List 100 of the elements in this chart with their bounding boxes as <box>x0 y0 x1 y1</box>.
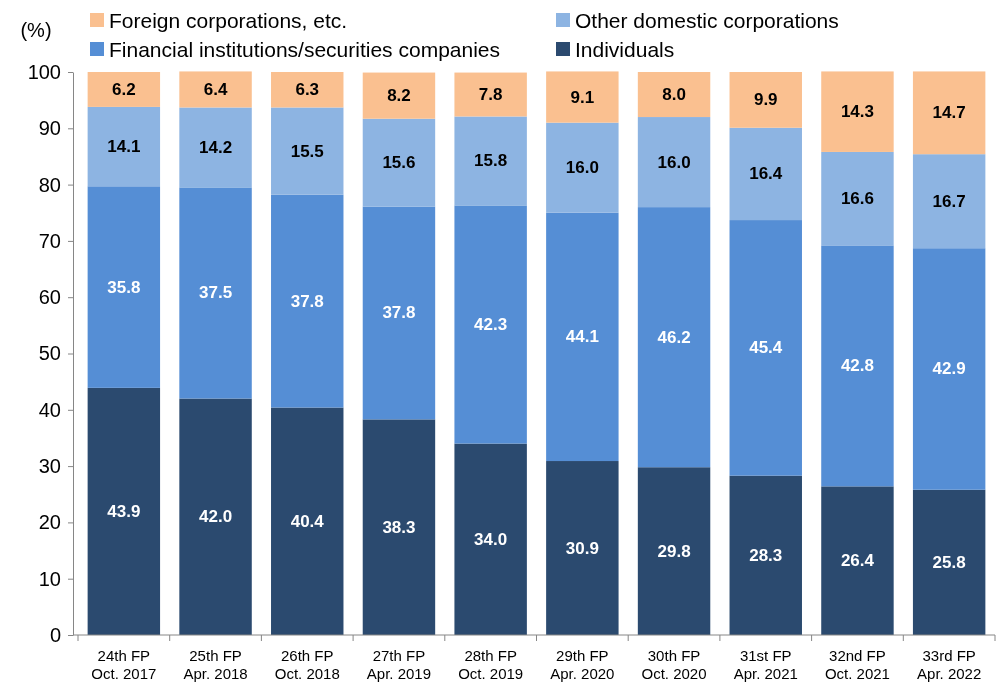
legend-label: Financial institutions/securities companies <box>109 37 501 61</box>
bar <box>87 72 161 107</box>
data-label: 42.9 <box>932 359 966 379</box>
data-label: 28.3 <box>749 545 783 565</box>
y-tick-label: 10 <box>38 567 61 590</box>
bar <box>362 72 436 119</box>
bar <box>912 489 986 635</box>
bar <box>179 71 252 108</box>
y-tick-label: 90 <box>38 117 61 140</box>
data-label: 6.3 <box>295 80 320 100</box>
bar <box>87 186 161 388</box>
x-tick-label: 33rd FP Apr. 2022 <box>917 647 982 682</box>
data-label: 9.9 <box>753 90 778 110</box>
bar <box>454 205 527 444</box>
data-label: 9.1 <box>570 87 595 107</box>
bar <box>729 127 802 221</box>
x-tick-label: 25th FP Apr. 2018 <box>183 647 248 682</box>
data-label: 34.0 <box>474 529 508 549</box>
bar <box>271 107 344 195</box>
legend-label: Individuals <box>575 37 675 61</box>
data-label: 15.6 <box>382 153 416 173</box>
y-tick-label: 30 <box>38 455 61 477</box>
x-tick-label: 31st FP Apr. 2021 <box>733 647 798 682</box>
y-tick-label: 60 <box>38 286 61 309</box>
data-label: 8.0 <box>662 85 686 105</box>
data-label: 42.0 <box>199 507 233 527</box>
bar <box>546 461 619 635</box>
y-tick-label: 0 <box>49 623 61 646</box>
data-label: 16.7 <box>932 191 966 211</box>
data-label: 14.2 <box>199 137 233 157</box>
data-label: 25.8 <box>932 552 966 572</box>
data-label: 15.8 <box>474 151 508 171</box>
data-label: 42.3 <box>474 315 508 335</box>
bar <box>454 443 527 635</box>
bar <box>637 467 711 635</box>
bar <box>271 407 344 635</box>
x-tick-label: 26th FP Oct. 2018 <box>274 647 340 682</box>
data-label: 16.6 <box>840 189 874 209</box>
data-label: 14.3 <box>840 102 874 122</box>
bar <box>454 72 527 117</box>
bar <box>912 154 986 249</box>
data-label: 38.3 <box>382 517 416 537</box>
legend-label: Other domestic corporations <box>575 8 839 32</box>
bar <box>362 206 436 420</box>
legend-label: Foreign corporations, etc. <box>109 8 348 32</box>
x-tick-label: 30th FP Oct. 2020 <box>641 647 707 682</box>
x-tick-label: 32nd FP Oct. 2021 <box>824 647 890 682</box>
bar <box>729 220 802 476</box>
data-label: 16.4 <box>749 164 783 184</box>
bar <box>637 207 711 468</box>
data-label: 37.8 <box>382 303 416 323</box>
bar <box>637 117 711 208</box>
bar <box>546 71 619 123</box>
data-label: 37.8 <box>290 291 324 311</box>
data-label: 16.0 <box>657 152 691 172</box>
bar <box>912 71 986 155</box>
x-tick-label: 27th FP Apr. 2019 <box>366 647 432 682</box>
y-tick-label: 80 <box>38 173 61 196</box>
bar <box>821 245 894 487</box>
data-label: 15.5 <box>290 141 324 161</box>
data-label: 40.4 <box>290 511 325 531</box>
bar <box>821 71 894 152</box>
bar <box>637 72 711 118</box>
y-tick-label: 70 <box>38 229 61 252</box>
data-label: 35.8 <box>107 277 141 297</box>
x-tick-label: 28th FP Oct. 2019 <box>458 647 524 682</box>
bar <box>362 118 436 207</box>
bar <box>912 248 986 490</box>
data-label: 26.4 <box>840 551 875 571</box>
bar <box>821 486 894 635</box>
bar <box>179 398 252 635</box>
data-label: 45.4 <box>749 338 783 358</box>
bar <box>362 419 436 635</box>
data-label: 7.8 <box>478 85 503 105</box>
bar <box>179 107 252 188</box>
data-label: 16.0 <box>565 158 599 178</box>
data-label: 8.2 <box>387 86 411 106</box>
x-tick-label: 29th FP Apr. 2020 <box>550 647 615 682</box>
data-label: 43.9 <box>107 501 141 521</box>
data-label: 14.1 <box>107 137 141 157</box>
data-label: 14.7 <box>932 103 966 123</box>
x-tick-label: 24th FP Oct. 2017 <box>91 647 157 682</box>
data-label: 29.8 <box>657 541 691 561</box>
data-label: 44.1 <box>565 327 599 347</box>
bar <box>271 194 344 408</box>
y-tick-label: 50 <box>38 342 61 365</box>
y-tick-label: 40 <box>38 398 61 421</box>
bar <box>821 151 894 246</box>
data-label: 46.2 <box>657 327 691 347</box>
bar <box>87 387 161 635</box>
y-tick-label: 20 <box>38 511 61 534</box>
bar <box>454 116 527 206</box>
bar <box>729 475 802 635</box>
data-label: 42.8 <box>840 356 874 376</box>
bar <box>729 72 802 128</box>
bar <box>271 72 344 108</box>
data-label: 6.4 <box>203 79 228 99</box>
y-tick-label: 100 <box>27 60 61 83</box>
bar <box>546 122 619 213</box>
data-label: 30.9 <box>565 538 599 558</box>
